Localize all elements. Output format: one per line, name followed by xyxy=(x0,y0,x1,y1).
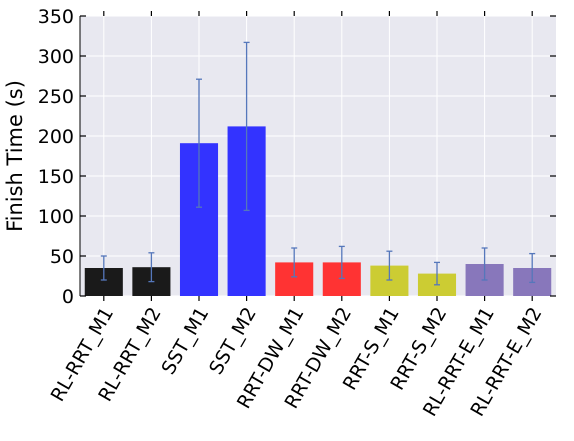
plot-area xyxy=(80,16,556,296)
axis-ticks xyxy=(79,11,556,301)
y-tick-label: 100 xyxy=(38,206,74,228)
y-tick-label: 150 xyxy=(38,166,74,188)
y-tick-label: 350 xyxy=(38,6,74,28)
y-axis-label: Finish Time (s) xyxy=(3,80,27,232)
y-tick-label: 250 xyxy=(38,86,74,108)
y-tick-label: 200 xyxy=(38,126,74,148)
y-tick-label: 0 xyxy=(62,286,74,308)
y-tick-label: 50 xyxy=(50,246,74,268)
x-tick-labels: RL-RRT_M1RL-RRT_M2SST_M1SST_M2RRT-DW_M1R… xyxy=(47,304,547,421)
error-bars xyxy=(100,41,536,286)
y-tick-labels: 0 50 100 150 200 250 300 350 xyxy=(38,6,74,308)
y-tick-label: 300 xyxy=(38,46,74,68)
